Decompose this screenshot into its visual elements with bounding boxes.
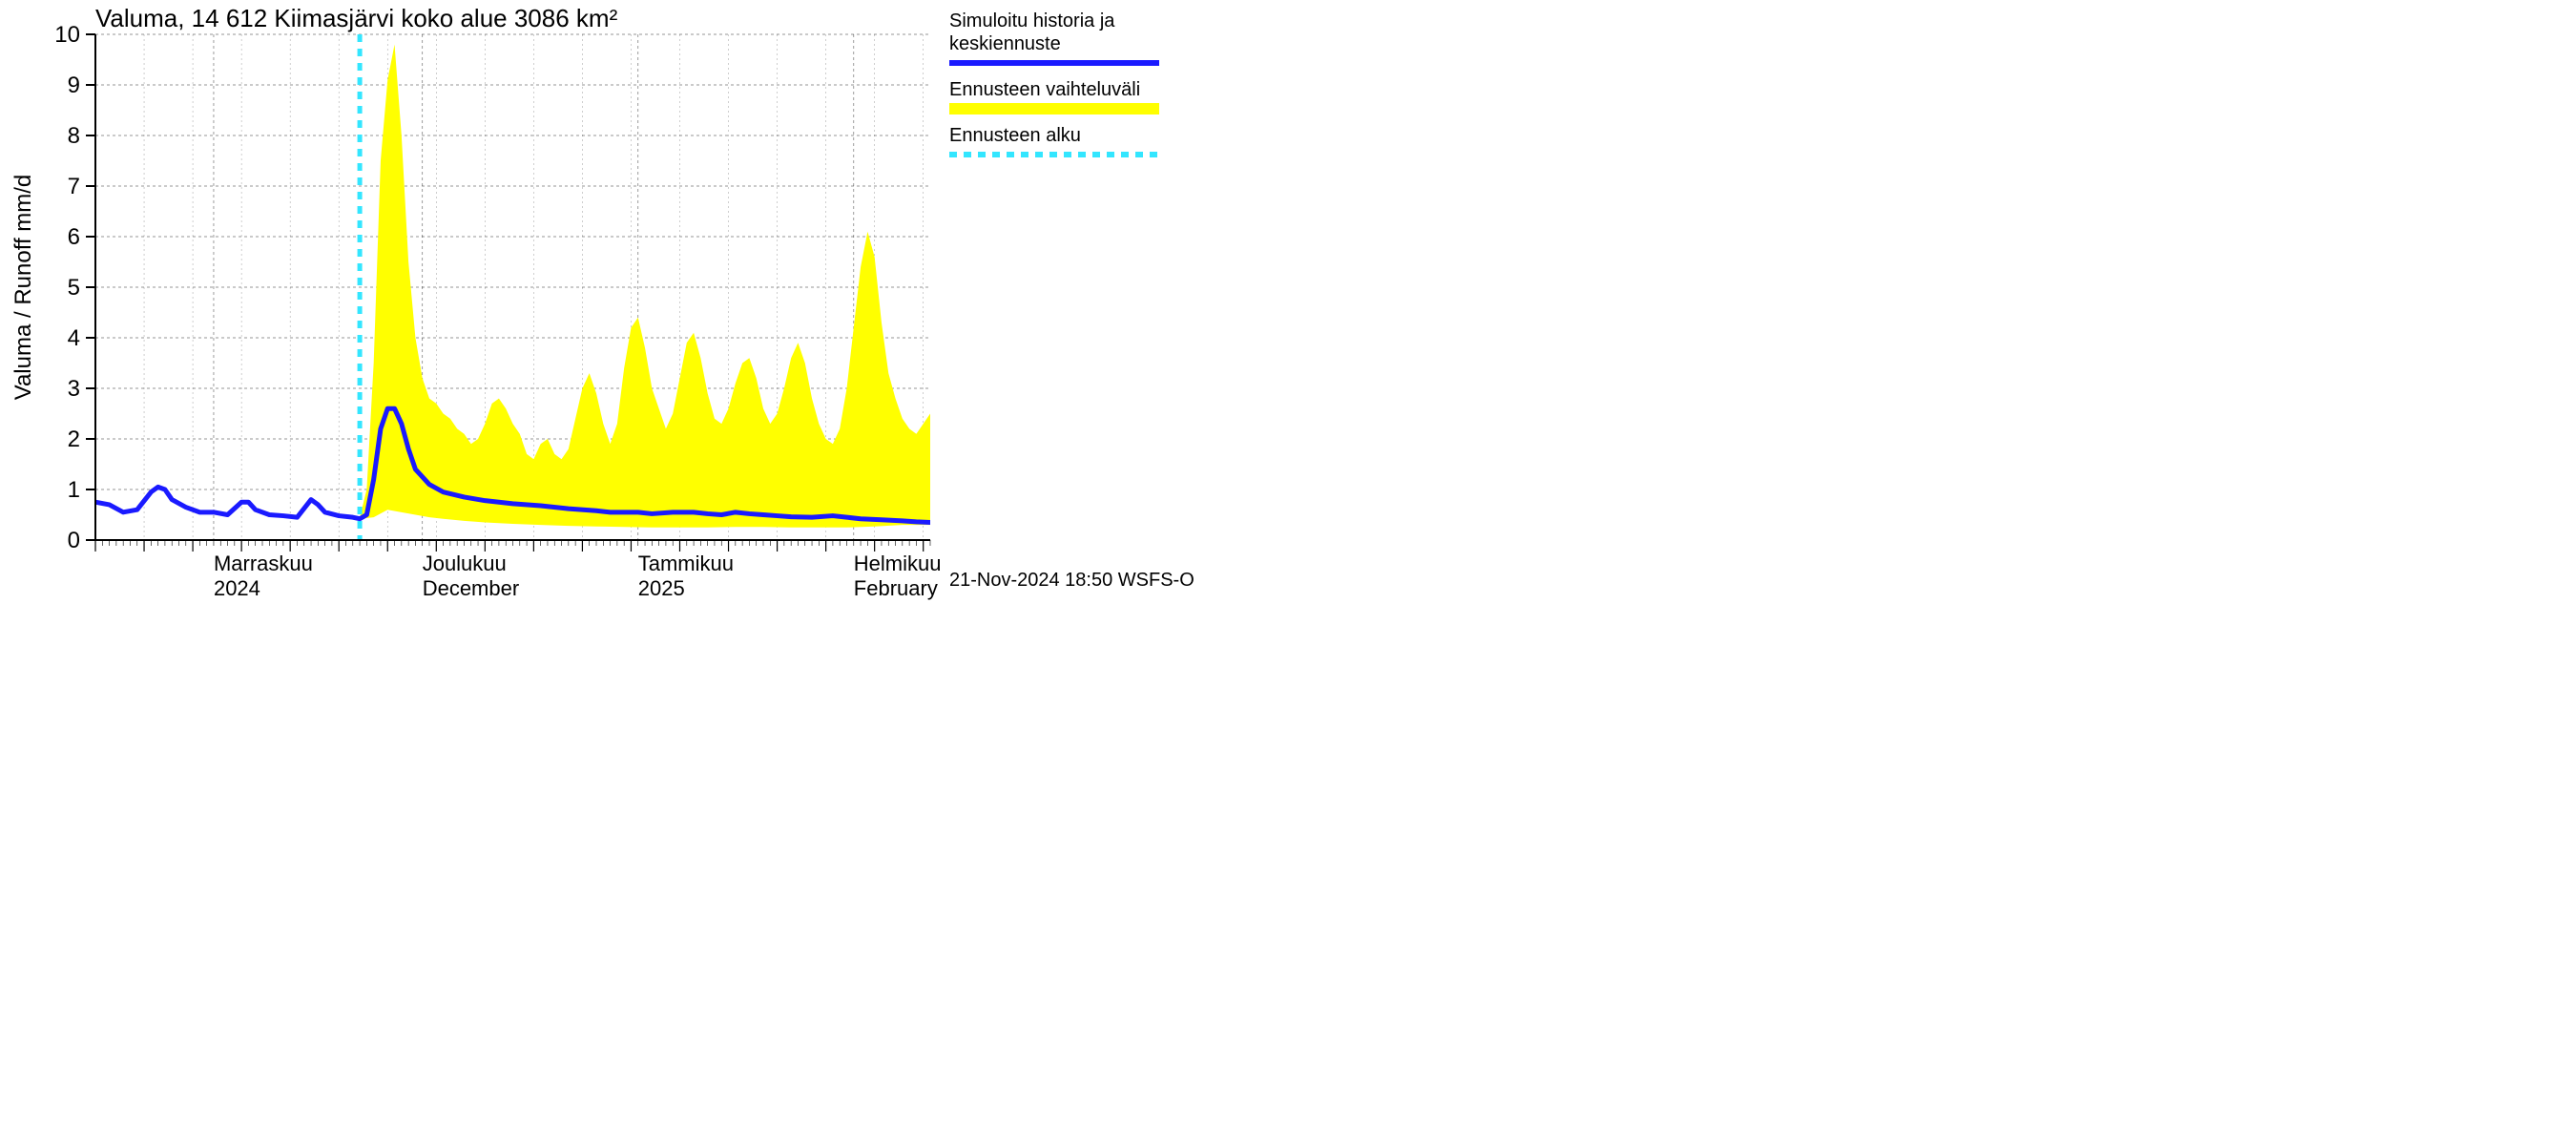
y-tick-label: 0 <box>68 528 80 553</box>
runoff-forecast-chart: 0 1 2 3 4 5 6 7 8 9 10 Marraskuu2024 JoulukuuDecembe… <box>0 0 1431 636</box>
x-month-sub: 2025 <box>638 576 685 600</box>
y-tick-label: 3 <box>68 376 80 402</box>
x-month-label: Joulukuu <box>423 552 507 575</box>
y-tick-label: 5 <box>68 275 80 301</box>
legend-label: Ennusteen vaihteluväli <box>949 79 1140 100</box>
x-month-sub: February <box>854 576 938 600</box>
y-tick-label: 2 <box>68 427 80 452</box>
x-month-label: Marraskuu <box>214 552 313 575</box>
footer-timestamp: 21-Nov-2024 18:50 WSFS-O <box>949 570 1195 591</box>
y-tick-label: 1 <box>68 477 80 503</box>
legend-label: Simuloitu historia ja <box>949 10 1115 31</box>
legend-label: keskiennuste <box>949 33 1061 54</box>
y-axis-label: Valuma / Runoff mm/d <box>10 175 36 401</box>
y-tick-label: 10 <box>54 22 80 48</box>
legend-label: Ennusteen alku <box>949 125 1081 146</box>
y-tick-label: 7 <box>68 174 80 199</box>
x-month-label: Helmikuu <box>854 552 942 575</box>
y-tick-label: 9 <box>68 73 80 98</box>
y-tick-label: 8 <box>68 123 80 149</box>
x-month-sub: 2024 <box>214 576 260 600</box>
chart-title: Valuma, 14 612 Kiimasjärvi koko alue 308… <box>95 4 618 32</box>
chart-svg: 0 1 2 3 4 5 6 7 8 9 10 Marraskuu2024 JoulukuuDecembe… <box>0 0 1431 636</box>
x-month-label: Tammikuu <box>638 552 734 575</box>
y-tick-label: 4 <box>68 325 80 351</box>
x-month-sub: December <box>423 576 519 600</box>
y-tick-label: 6 <box>68 224 80 250</box>
